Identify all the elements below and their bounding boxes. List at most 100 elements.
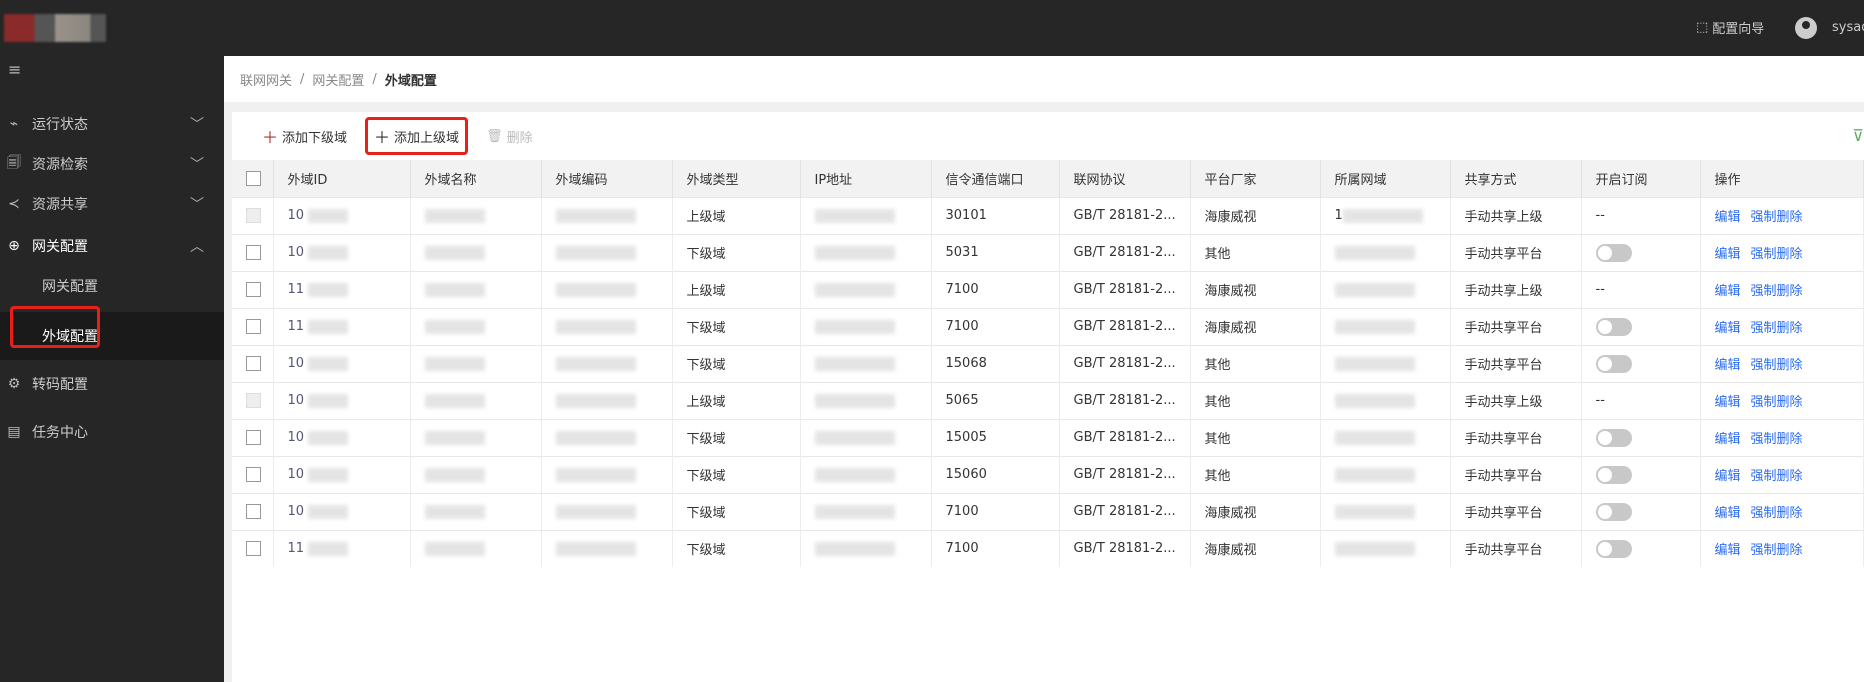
table-cell: 海康威视 <box>1190 307 1321 345</box>
hamburger-icon[interactable]: ≡ <box>8 60 22 79</box>
force-delete-link[interactable]: 强制删除 <box>1750 543 1803 559</box>
add-lower-domain-button[interactable]: ＋添加下级域 <box>256 120 353 152</box>
domain-id: 10 <box>287 467 305 482</box>
redacted <box>814 430 895 445</box>
redacted <box>308 393 349 408</box>
edit-link[interactable]: 编辑 <box>1714 210 1741 225</box>
table-cell <box>1320 233 1451 271</box>
crumb-2[interactable]: 网关配置 <box>312 73 365 89</box>
row-checkbox[interactable] <box>246 245 261 260</box>
subscribe-toggle[interactable] <box>1595 539 1632 558</box>
edit-link[interactable]: 编辑 <box>1714 543 1741 559</box>
redacted <box>814 356 895 371</box>
sidebar-item-task-center[interactable]: ▤ 任务中心 <box>0 412 224 452</box>
table-cell: 10 <box>273 196 411 234</box>
row-checkbox[interactable] <box>246 430 261 445</box>
table-row[interactable]: 11 下级域 7100 GB/T 28181-2... 海康威视 手动共享平台 编辑 强制删… <box>232 307 1864 345</box>
redacted <box>1334 393 1415 408</box>
username[interactable]: sysad <box>1832 20 1864 35</box>
table-cell: 海康威视 <box>1190 196 1321 234</box>
table-cell: GB/T 28181-2... <box>1059 455 1191 493</box>
row-checkbox[interactable] <box>246 282 261 297</box>
column-header: 开启订阅 <box>1581 160 1701 197</box>
sidebar-item-run-status[interactable]: ⌁ 运行状态 ﹀ <box>0 104 224 144</box>
sidebar-subitem-foreign-domain[interactable]: 外域配置 <box>0 306 224 360</box>
select-all[interactable] <box>232 160 274 197</box>
force-delete-link[interactable]: 强制删除 <box>1750 321 1803 336</box>
table-row[interactable]: 10 下级域 7100 GB/T 28181-2... 海康威视 手动共享平台 编辑 强制删… <box>232 492 1864 530</box>
edit-link[interactable]: 编辑 <box>1714 432 1741 447</box>
sidebar-item-gateway-config[interactable]: ⊕ 网关配置 ︿ <box>0 226 224 266</box>
table-cell <box>1320 418 1451 456</box>
table-cell: 15068 <box>931 344 1060 382</box>
domain-type: 下级域 <box>686 543 726 559</box>
edit-link[interactable]: 编辑 <box>1714 395 1741 410</box>
crumb-1[interactable]: 联网网关 <box>240 73 293 89</box>
sidebar-subitem-gateway-config[interactable]: 网关配置 <box>0 264 224 308</box>
table-cell: 下级域 <box>672 492 801 530</box>
force-delete-link[interactable]: 强制删除 <box>1750 247 1803 262</box>
table-cell <box>800 344 932 382</box>
config-wizard-button[interactable]: ⬚ 配置向导 <box>1696 18 1764 37</box>
domain-type: 下级域 <box>686 469 726 484</box>
table-row[interactable]: 10 下级域 15005 GB/T 28181-2... 其他 手动共享平台 编辑 强制删除 <box>232 418 1864 456</box>
row-checkbox[interactable] <box>246 208 261 223</box>
redacted <box>555 541 636 556</box>
table-row[interactable]: 10 下级域 5031 GB/T 28181-2... 其他 手动共享平台 编辑 强制删除 <box>232 233 1864 271</box>
subscribe-toggle[interactable] <box>1595 502 1632 521</box>
subscribe-toggle[interactable] <box>1595 354 1632 373</box>
table-cell: 编辑 强制删除 <box>1700 270 1864 308</box>
edit-link[interactable]: 编辑 <box>1714 506 1741 521</box>
select-all-checkbox[interactable] <box>246 170 261 186</box>
redacted <box>555 504 636 519</box>
edit-link[interactable]: 编辑 <box>1714 358 1741 373</box>
table-cell <box>1320 270 1451 308</box>
edit-link[interactable]: 编辑 <box>1714 247 1741 262</box>
row-checkbox[interactable] <box>246 356 261 371</box>
table-cell <box>410 418 542 456</box>
table-cell <box>410 455 542 493</box>
share-mode: 手动共享上级 <box>1464 395 1543 410</box>
logo <box>4 14 106 42</box>
table-row[interactable]: 10 下级域 15068 GB/T 28181-2... 其他 手动共享平台 编辑 强制删除 <box>232 344 1864 382</box>
force-delete-link[interactable]: 强制删除 <box>1750 432 1803 447</box>
subscribe-toggle[interactable] <box>1595 317 1632 336</box>
table-row[interactable]: 10 上级域 30101 GB/T 28181-2... 海康威视 1 手动共享上级 -- 编… <box>232 196 1864 234</box>
column-header: 信令通信端口 <box>931 160 1060 197</box>
force-delete-link[interactable]: 强制删除 <box>1750 469 1803 484</box>
subscribe-toggle[interactable] <box>1595 243 1632 262</box>
signal-port: 30101 <box>945 208 987 223</box>
row-checkbox[interactable] <box>246 504 261 519</box>
delete-button[interactable]: 🗑 删除 <box>480 123 539 150</box>
force-delete-link[interactable]: 强制删除 <box>1750 210 1803 225</box>
force-delete-link[interactable]: 强制删除 <box>1750 506 1803 521</box>
edit-link[interactable]: 编辑 <box>1714 469 1741 484</box>
edit-link[interactable]: 编辑 <box>1714 321 1741 336</box>
row-checkbox[interactable] <box>246 541 261 557</box>
row-checkbox[interactable] <box>246 393 261 408</box>
row-checkbox[interactable] <box>246 467 261 482</box>
subscribe-toggle[interactable] <box>1595 428 1632 447</box>
filter-icon[interactable]: ⊽ <box>1852 126 1864 145</box>
subscribe-toggle[interactable] <box>1595 465 1632 484</box>
force-delete-link[interactable]: 强制删除 <box>1750 395 1803 410</box>
table-row[interactable]: 10 下级域 15060 GB/T 28181-2... 其他 手动共享平台 编辑 强制删除 <box>232 455 1864 493</box>
add-upper-domain-button[interactable]: ＋添加上级域 <box>365 117 469 155</box>
table-cell: 上级域 <box>672 381 801 419</box>
redacted <box>424 245 485 260</box>
force-delete-link[interactable]: 强制删除 <box>1750 284 1803 299</box>
separator: / <box>372 71 377 87</box>
sidebar-item-transcode[interactable]: ⚙ 转码配置 <box>0 364 224 404</box>
edit-link[interactable]: 编辑 <box>1714 284 1741 299</box>
table-row[interactable]: 11 上级域 7100 GB/T 28181-2... 海康威视 手动共享上级 -- 编辑强… <box>232 270 1864 308</box>
table-row[interactable]: 10 上级域 5065 GB/T 28181-2... 其他 手动共享上级 -- 编辑 强制删… <box>232 381 1864 419</box>
sidebar-item-resource-search[interactable]: 🗐 资源检索 ﹀ <box>0 144 224 184</box>
avatar[interactable] <box>1795 17 1817 39</box>
domain-id: 11 <box>287 319 305 334</box>
row-checkbox[interactable] <box>246 319 261 334</box>
redacted <box>424 208 485 223</box>
force-delete-link[interactable]: 强制删除 <box>1750 358 1803 373</box>
sidebar-item-resource-share[interactable]: ≺ 资源共享 ﹀ <box>0 184 224 224</box>
table-cell: GB/T 28181-2... <box>1059 492 1191 530</box>
table-row[interactable]: 11 下级域 7100 GB/T 28181-2... 海康威视 手动共享平台 编辑 强制删… <box>232 529 1864 567</box>
